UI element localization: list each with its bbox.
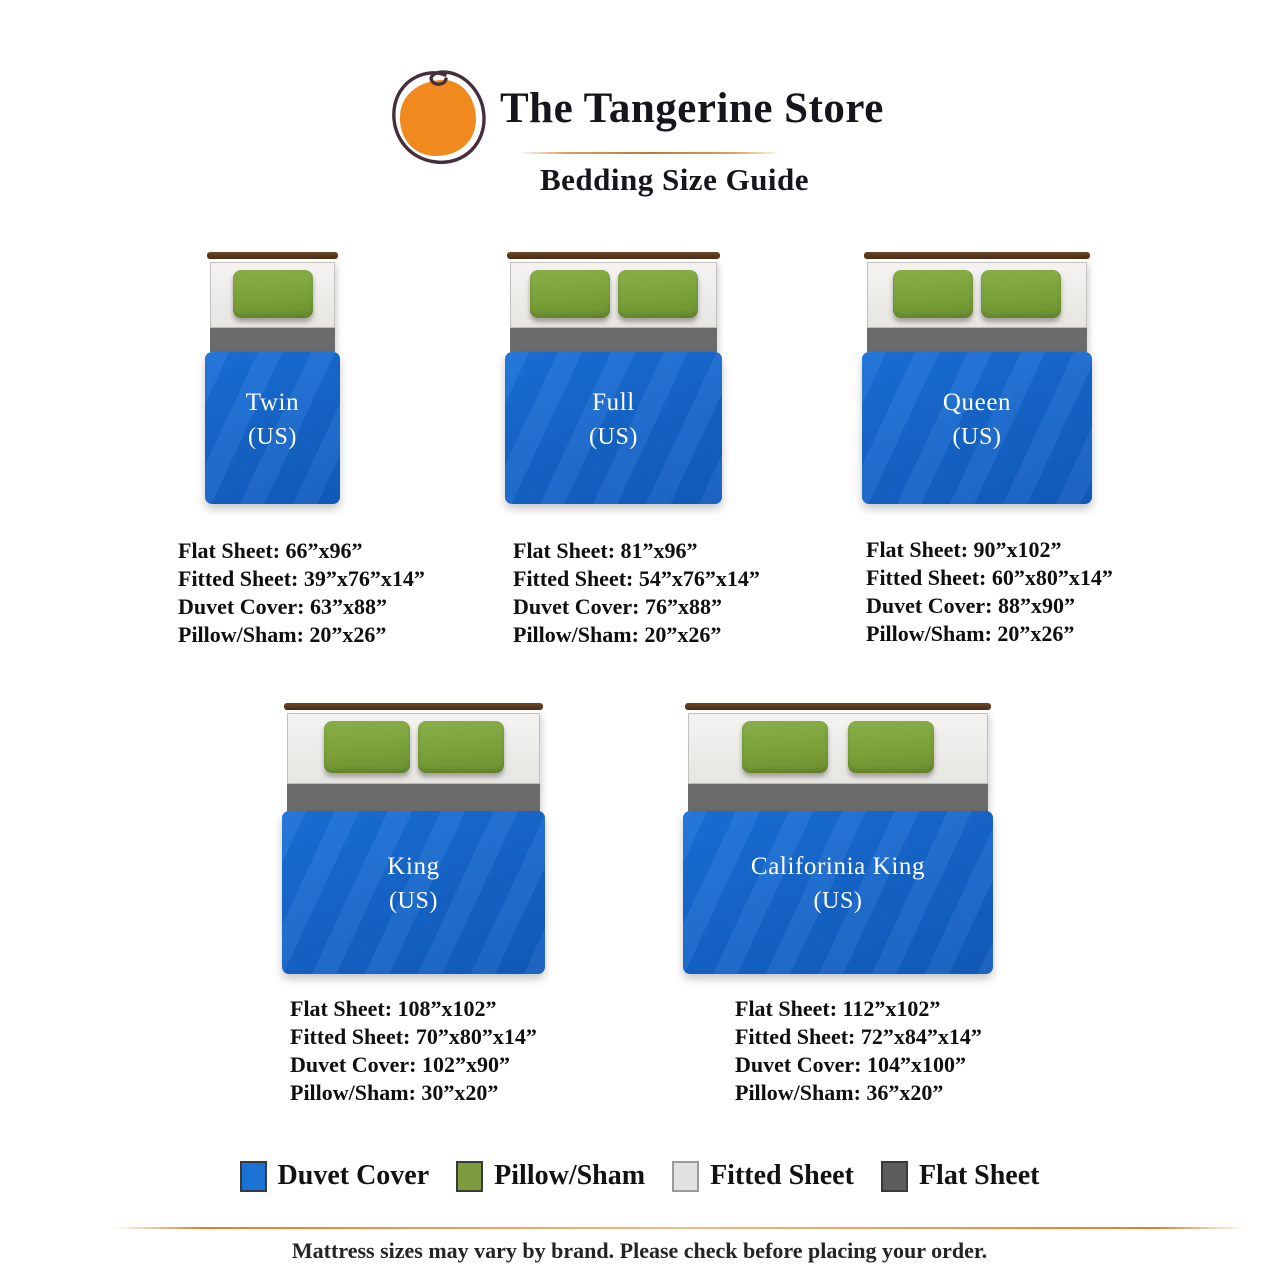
legend-item-flat-sheet: Flat Sheet [880,1160,1040,1192]
fitted-sheet-area [210,262,335,328]
headboard [864,252,1090,259]
fitted-sheet-area [688,713,988,784]
spec-list-twin: Flat Sheet: 66”x96” Fitted Sheet: 39”x76… [178,537,425,649]
bed-diagram-twin: Twin (US) [205,252,340,504]
duvet-cover: King (US) [282,811,545,974]
bed-diagram-california-king: Califorinia King (US) [683,703,993,974]
duvet-cover: Full (US) [505,352,722,504]
spec-duvet-cover: Duvet Cover: 76”x88” [513,594,722,619]
bed-name: Full [592,389,635,416]
bed-name: King [387,853,440,880]
bed-diagram-queen: Queen (US) [862,252,1092,504]
flat-sheet-band [867,328,1087,352]
pillow [848,721,934,773]
spec-pillow-sham: Pillow/Sham: 20”x26” [178,622,387,647]
spec-fitted-sheet: Fitted Sheet: 54”x76”x14” [513,566,760,591]
pillow [617,270,698,318]
legend-item-pillow-sham: Pillow/Sham [456,1160,645,1192]
bed-name: Queen [942,389,1012,416]
duvet-cover: Califorinia King (US) [683,811,993,974]
spec-duvet-cover: Duvet Cover: 63”x88” [178,594,387,619]
flat-sheet-band [210,328,335,352]
brand-title: The Tangerine Store [500,85,884,132]
spec-flat-sheet: Flat Sheet: 90”x102” [866,537,1062,562]
spec-flat-sheet: Flat Sheet: 108”x102” [290,996,497,1021]
bed-region: (US) [952,424,1002,450]
spec-flat-sheet: Flat Sheet: 66”x96” [178,538,363,563]
spec-fitted-sheet: Fitted Sheet: 39”x76”x14” [178,566,425,591]
spec-flat-sheet: Flat Sheet: 112”x102” [735,996,941,1021]
spec-flat-sheet: Flat Sheet: 81”x96” [513,538,698,563]
bed-name: Califorinia King [750,853,926,880]
flat-sheet-swatch [880,1160,908,1192]
spec-duvet-cover: Duvet Cover: 104”x100” [735,1052,966,1077]
duvet-cover: Queen (US) [862,352,1092,504]
pillow-sham-swatch [456,1160,484,1192]
fitted-sheet-area [287,713,540,784]
spec-pillow-sham: Pillow/Sham: 20”x26” [513,622,722,647]
spec-pillow-sham: Pillow/Sham: 20”x26” [866,621,1075,646]
flat-sheet-band [510,328,717,352]
flat-sheet-band [688,784,988,811]
tangerine-logo-icon [392,70,486,164]
bed-region: (US) [388,888,439,914]
flat-sheet-band [287,784,540,811]
bed-region: (US) [247,424,298,450]
fitted-sheet-area [510,262,717,328]
pillow [323,721,410,773]
footer-note: Mattress sizes may vary by brand. Please… [291,1238,988,1263]
spec-duvet-cover: Duvet Cover: 88”x90” [866,593,1075,618]
spec-fitted-sheet: Fitted Sheet: 72”x84”x14” [735,1024,982,1049]
fitted-sheet-swatch [672,1160,700,1192]
spec-fitted-sheet: Fitted Sheet: 70”x80”x14” [290,1024,537,1049]
spec-duvet-cover: Duvet Cover: 102”x90” [290,1052,510,1077]
legend-label: Fitted Sheet [710,1160,854,1191]
duvet-cover-swatch [239,1160,267,1192]
bed-diagram-full: Full (US) [505,252,722,504]
spec-fitted-sheet: Fitted Sheet: 60”x80”x14” [866,565,1113,590]
fitted-sheet-area [867,262,1087,328]
pillow [893,270,973,318]
header-divider [518,152,781,154]
spec-pillow-sham: Pillow/Sham: 36”x20” [735,1080,944,1105]
pillow [529,270,610,318]
headboard [685,703,991,710]
bed-region: (US) [588,424,639,450]
page-subtitle: Bedding Size Guide [539,162,810,197]
pillow [417,721,504,773]
bed-diagram-king: King (US) [282,703,545,974]
bed-region: (US) [813,888,863,914]
spec-pillow-sham: Pillow/Sham: 30”x20” [290,1080,499,1105]
legend-label: Pillow/Sham [494,1160,646,1191]
legend-label: Flat Sheet [918,1160,1040,1191]
spec-list-full: Flat Sheet: 81”x96” Fitted Sheet: 54”x76… [513,537,760,649]
legend-label: Duvet Cover [277,1160,430,1191]
footer-divider [112,1227,1247,1229]
headboard [284,703,543,710]
bed-name: Twin [245,389,300,416]
pillow [981,270,1061,318]
spec-list-king: Flat Sheet: 108”x102” Fitted Sheet: 70”x… [290,995,537,1107]
pillow [742,721,828,773]
pillow [232,270,313,318]
duvet-cover: Twin (US) [205,352,340,504]
headboard [207,252,338,259]
legend-item-duvet-cover: Duvet Cover [239,1160,430,1192]
spec-list-queen: Flat Sheet: 90”x102” Fitted Sheet: 60”x8… [866,536,1113,648]
headboard [507,252,720,259]
spec-list-california-king: Flat Sheet: 112”x102” Fitted Sheet: 72”x… [735,995,982,1107]
legend: Duvet Cover Pillow/Sham Fitted Sheet Fla… [0,1160,1279,1192]
legend-item-fitted-sheet: Fitted Sheet [672,1160,854,1192]
